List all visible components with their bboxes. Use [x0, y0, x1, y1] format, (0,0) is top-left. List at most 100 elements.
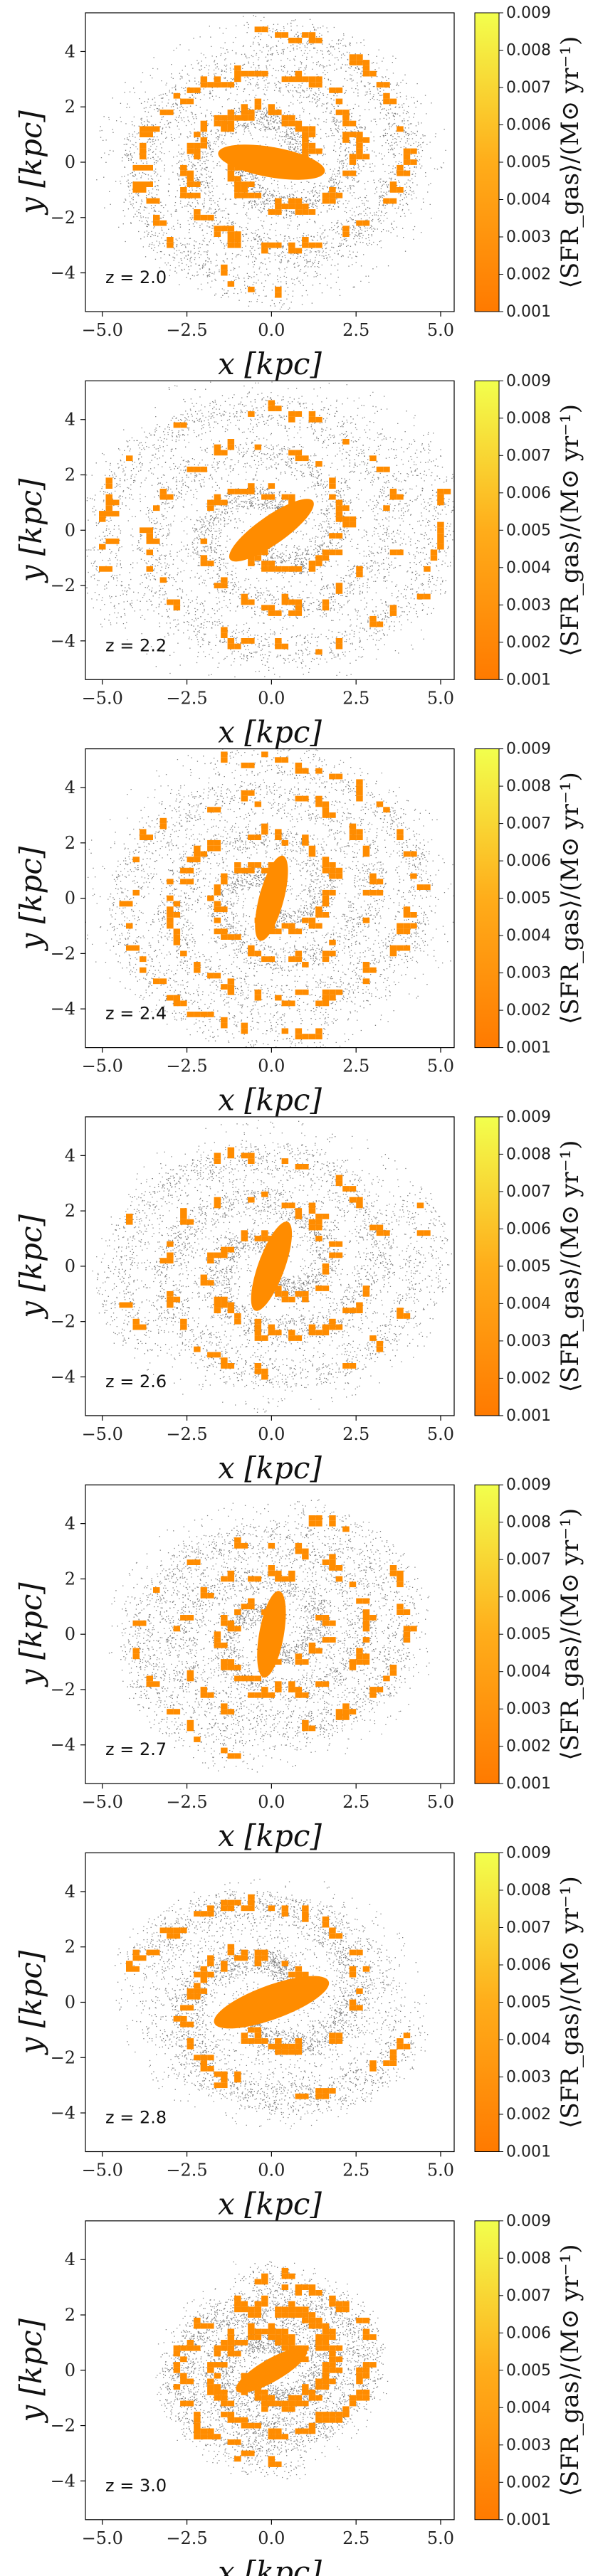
sfr-cell	[288, 566, 295, 572]
sfr-cell	[200, 561, 208, 566]
sfr-cell	[234, 934, 241, 940]
sfr-cell	[200, 1966, 208, 1972]
sfr-cell	[261, 70, 268, 77]
sfr-cell	[254, 104, 262, 110]
sfr-cell	[207, 505, 214, 512]
sfr-cell	[214, 884, 221, 890]
sfr-cell	[227, 1899, 235, 1906]
sfr-cell	[153, 505, 160, 512]
sfr-cell	[322, 1330, 330, 1336]
sfr-cell	[234, 2077, 241, 2083]
sfr-cell	[437, 544, 444, 550]
sfr-cell	[180, 164, 187, 171]
sfr-cell	[288, 2043, 295, 2050]
sfr-cell	[214, 2350, 221, 2357]
sfr-cell	[221, 1022, 228, 1029]
sfr-cell	[335, 583, 343, 588]
sfr-cell	[187, 857, 194, 863]
sfr-cell	[194, 148, 201, 154]
y-tick-label: 4	[65, 1882, 75, 1902]
sfr-cell	[302, 989, 309, 995]
sfr-cell	[362, 1286, 370, 1291]
sfr-cell	[308, 76, 316, 83]
sfr-cell	[227, 1949, 235, 1956]
sfr-cell	[315, 1520, 322, 1527]
sfr-cell	[356, 566, 363, 572]
sfr-cell	[126, 1302, 133, 1308]
sfr-cell	[187, 1993, 194, 2000]
sfr-cell	[281, 1290, 289, 1297]
y-tick-label: 2	[65, 1569, 75, 1589]
sfr-cell	[221, 757, 228, 763]
sfr-cell	[288, 2400, 295, 2407]
y-tick-label: 2	[65, 1937, 75, 1957]
sfr-cell	[275, 203, 282, 210]
sfr-cell	[329, 2356, 336, 2363]
sfr-cell	[234, 489, 241, 494]
sfr-cell	[221, 879, 228, 885]
x-tick-label: −2.5	[166, 1424, 207, 1444]
sfr-cell	[383, 92, 390, 99]
sfr-cell	[288, 120, 295, 127]
sfr-cell	[200, 555, 208, 561]
colorbar-tick-label: 0.002	[506, 1369, 551, 1387]
sfr-cell	[308, 2323, 316, 2329]
sfr-cell	[302, 132, 309, 137]
sfr-cell	[322, 1324, 330, 1330]
sfr-cell	[281, 2334, 289, 2340]
sfr-cell	[126, 1961, 133, 1966]
sfr-cell	[362, 1290, 370, 1297]
sfr-cell	[349, 1709, 357, 1714]
sfr-cell	[227, 1152, 235, 1159]
sfr-cell	[268, 1692, 275, 1698]
sfr-cell	[159, 978, 167, 985]
sfr-cell	[295, 2290, 303, 2296]
sfr-cell	[349, 1665, 357, 1670]
sfr-cell	[356, 1659, 363, 1665]
sfr-cell	[194, 845, 201, 852]
colorbar-label: ⟨SFR_gas⟩/(M⊙ yr⁻¹)	[556, 36, 584, 289]
scatter-content	[92, 1120, 452, 1413]
sfr-cell	[288, 923, 295, 929]
sfr-cell	[153, 1949, 160, 1956]
sfr-cell	[315, 82, 322, 88]
sfr-cell	[389, 198, 397, 204]
sfr-cell	[261, 2328, 268, 2335]
sfr-cell	[275, 1576, 282, 1582]
sfr-cell	[410, 851, 417, 857]
sfr-cell	[227, 2345, 235, 2351]
sfr-cell	[356, 1648, 363, 1654]
sfr-cell	[335, 192, 343, 198]
sfr-cell	[356, 2005, 363, 2011]
sfr-cell	[173, 605, 181, 611]
sfr-cell	[173, 928, 181, 935]
colorbar-tick-label: 0.003	[506, 596, 551, 614]
sfr-cell	[322, 857, 330, 863]
sfr-cell	[376, 1224, 384, 1231]
sfr-cell	[248, 862, 255, 868]
x-tick-label: 0.0	[258, 1424, 285, 1444]
x-tick-label: −5.0	[82, 1056, 123, 1076]
sfr-cell	[214, 1642, 221, 1648]
sfr-cell	[180, 2356, 187, 2363]
sfr-cell	[302, 1725, 309, 1732]
sfr-cell	[315, 2395, 322, 2401]
sfr-cell	[369, 889, 377, 896]
sfr-cell	[335, 499, 343, 506]
sfr-cell	[187, 879, 194, 885]
sfr-cell	[140, 126, 147, 132]
colorbar-tick-label: 0.006	[506, 852, 551, 870]
sfr-cell	[281, 1961, 289, 1966]
sfr-cell	[349, 516, 357, 522]
sfr-cell	[329, 533, 336, 539]
sfr-cell	[369, 1615, 377, 1621]
sfr-cell	[221, 1899, 228, 1906]
x-tick-label: −5.0	[82, 2161, 123, 2180]
sfr-cell	[362, 1653, 370, 1660]
sfr-cell	[214, 2345, 221, 2351]
sfr-cell	[241, 1236, 248, 1241]
sfr-cell	[275, 834, 282, 840]
sfr-cell	[146, 126, 153, 132]
sfr-cell	[295, 956, 303, 963]
colorbar	[474, 1853, 500, 2152]
